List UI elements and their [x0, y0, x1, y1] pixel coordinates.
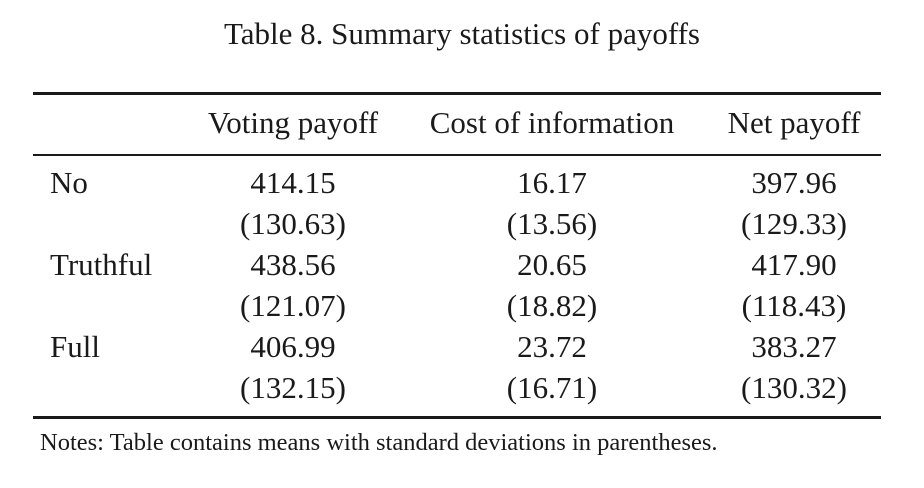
table-row-truthful-mean: Truthful 438.56 20.65 417.90 [0, 244, 924, 285]
table-row-truthful-sd: (121.07) (18.82) (118.43) [0, 285, 924, 326]
cell-no-net-payoff-sd: (129.33) [741, 206, 847, 241]
cell-truthful-net-payoff: 417.90 [751, 247, 837, 282]
cell-full-net-payoff-sd: (130.32) [741, 370, 847, 405]
table-notes: Notes: Table contains means with standar… [40, 429, 718, 456]
cell-truthful-net-payoff-sd: (118.43) [741, 288, 847, 323]
row-label-full: Full [50, 329, 100, 364]
cell-full-cost-of-information-sd: (16.71) [506, 370, 598, 405]
cell-full-cost-of-information: 23.72 [517, 329, 587, 364]
column-header-net-payoff: Net payoff [727, 105, 861, 140]
cell-full-net-payoff: 383.27 [751, 329, 837, 364]
cell-no-cost-of-information: 16.17 [517, 165, 587, 200]
column-header-cost-of-information: Cost of information [429, 105, 675, 140]
row-label-no: No [50, 165, 88, 200]
cell-truthful-voting-payoff: 438.56 [250, 247, 336, 282]
cell-no-voting-payoff-sd: (130.63) [240, 206, 346, 241]
bottom-rule [33, 416, 881, 419]
cell-truthful-cost-of-information-sd: (18.82) [506, 288, 598, 323]
column-header-voting-payoff: Voting payoff [207, 105, 379, 140]
table-row-no-sd: (130.63) (13.56) (129.33) [0, 203, 924, 244]
table-row-full-mean: Full 406.99 23.72 383.27 [0, 326, 924, 367]
cell-no-cost-of-information-sd: (13.56) [506, 206, 598, 241]
table-row-no-mean: No 414.15 16.17 397.96 [0, 162, 924, 203]
table-row-full-sd: (132.15) (16.71) (130.32) [0, 367, 924, 408]
cell-no-net-payoff: 397.96 [751, 165, 837, 200]
cell-truthful-cost-of-information: 20.65 [517, 247, 587, 282]
cell-full-voting-payoff-sd: (132.15) [240, 370, 346, 405]
top-rule [33, 92, 881, 95]
cell-full-voting-payoff: 406.99 [250, 329, 336, 364]
header-rule [33, 154, 881, 156]
table-title: Table 8. Summary statistics of payoffs [224, 16, 700, 51]
row-label-truthful: Truthful [50, 247, 153, 282]
cell-truthful-voting-payoff-sd: (121.07) [240, 288, 346, 323]
cell-no-voting-payoff: 414.15 [250, 165, 336, 200]
